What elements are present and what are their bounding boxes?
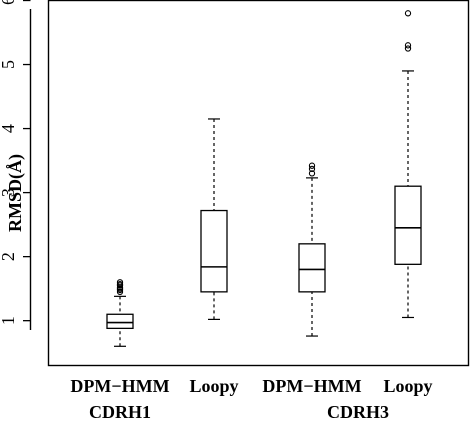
y-tick-label: 4 (0, 124, 18, 133)
category-label: Loopy (189, 376, 238, 396)
group-labels: CDRH1 CDRH3 (89, 402, 389, 422)
boxplot-box (298, 243, 326, 293)
y-tick-label: 2 (0, 252, 18, 261)
category-label: Loopy (383, 376, 432, 396)
boxplot-2 (200, 118, 228, 320)
y-axis-label: RMSD(Å) (5, 154, 26, 232)
boxplot-outlier (116, 288, 124, 296)
boxplot-outlier (116, 279, 124, 286)
boxplot-outlier (308, 162, 316, 169)
y-tick-label: 3 (0, 188, 18, 197)
boxplot-box (394, 185, 422, 265)
boxplot-box (200, 209, 228, 293)
boxplot-outlier (404, 10, 412, 17)
boxplot-4 (394, 10, 422, 319)
boxplot-outlier (404, 45, 412, 52)
y-tick-label: 6 (0, 0, 18, 5)
category-label: DPM−HMM (70, 376, 169, 396)
y-tick-label: 5 (0, 60, 18, 69)
boxplots (106, 10, 422, 347)
category-labels: DPM−HMM Loopy DPM−HMM Loopy (70, 376, 432, 396)
boxplot-1 (106, 279, 134, 347)
boxplot-outlier (308, 165, 316, 173)
y-ticks: 1 2 3 4 5 6 (0, 0, 31, 325)
category-label: DPM−HMM (262, 376, 361, 396)
boxplot-outlier (404, 42, 412, 49)
y-tick-label: 1 (0, 316, 18, 325)
plot-frame (47, 0, 470, 367)
group-label: CDRH3 (327, 402, 389, 422)
group-label: CDRH1 (89, 402, 151, 422)
boxplot-box (106, 313, 134, 330)
boxplot-outlier (308, 170, 316, 177)
boxplot-3 (298, 162, 326, 337)
boxplot-outlier (116, 281, 124, 288)
